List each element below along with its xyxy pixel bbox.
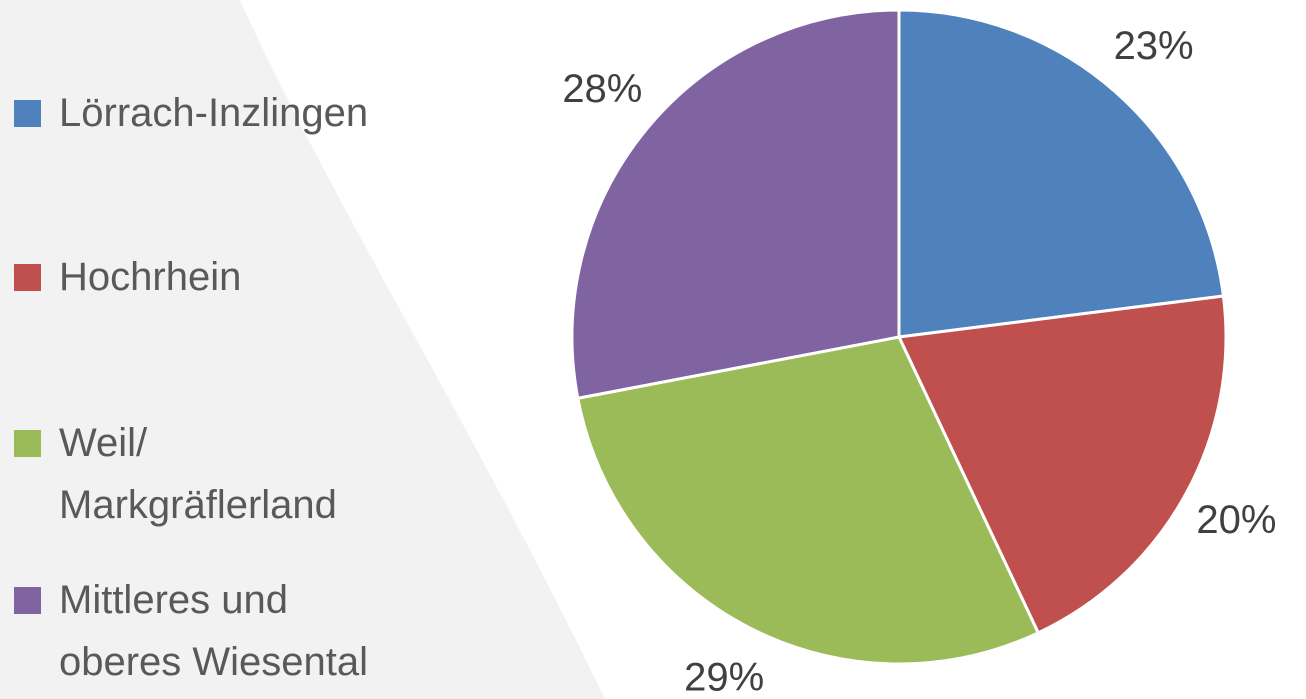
legend-item: Lörrach-Inzlingen <box>14 82 444 144</box>
pie-slice <box>897 8 1226 339</box>
legend-swatch <box>14 264 41 291</box>
pie-slice <box>570 8 901 401</box>
data-label: 23% <box>1114 24 1194 68</box>
legend-swatch <box>14 100 41 127</box>
legend-item: Hochrhein <box>14 246 444 308</box>
pie-slice <box>896 294 1228 635</box>
legend-label: Weil/ Markgräflerland <box>59 421 337 527</box>
legend-item: Mittleres und oberes Wiesental <box>14 569 444 693</box>
legend-label: Mittleres und oberes Wiesental <box>59 578 369 684</box>
legend-swatch <box>14 587 41 614</box>
legend-swatch <box>14 430 41 457</box>
background-shape <box>0 0 605 699</box>
legend-label: Hochrhein <box>59 255 242 299</box>
pie-slice <box>576 335 1041 666</box>
data-label: 20% <box>1196 498 1276 542</box>
legend-item: Weil/ Markgräflerland <box>14 412 444 536</box>
data-label: 28% <box>562 67 642 111</box>
legend-label: Lörrach-Inzlingen <box>59 91 369 135</box>
data-label: 29% <box>684 656 764 699</box>
